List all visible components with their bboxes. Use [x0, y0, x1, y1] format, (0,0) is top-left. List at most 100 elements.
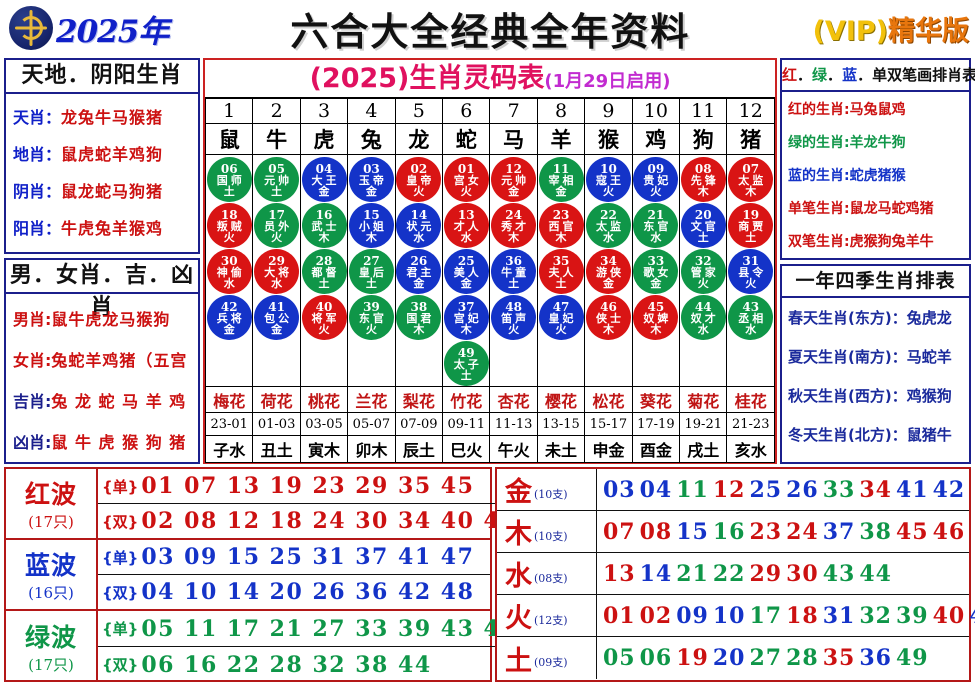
- number-ball-02[interactable]: 02 皇帝火: [396, 157, 442, 202]
- number-ball-07[interactable]: 07 太监木: [728, 157, 774, 202]
- number-ball-14[interactable]: 14 状元水: [396, 203, 442, 248]
- number-ball-44[interactable]: 44 奴才水: [680, 295, 726, 340]
- number-ball-31[interactable]: 31 县令火: [728, 249, 774, 294]
- zodiac-branch-8: 未土: [536, 435, 586, 463]
- ball-title: 国君: [406, 311, 435, 325]
- number-ball-23[interactable]: 23 西官木: [538, 203, 584, 248]
- wave-odd-numbers: 05 11 17 21 27 33 39 43 49: [141, 615, 518, 642]
- vip-badge-edition: 精华版: [888, 15, 969, 47]
- number-ball-32[interactable]: 32 管家火: [680, 249, 726, 294]
- wave-group-蓝波: 蓝波 (16只) {单} 03 09 15 25 31 37 41 47 {双} 04 1…: [6, 540, 490, 611]
- number-ball-05[interactable]: 05 元帅土: [254, 157, 300, 202]
- ball-number: 20: [694, 207, 712, 222]
- number-ball-21[interactable]: 21 东官水: [633, 203, 679, 248]
- season-row-2: 夏天生肖(南方)：马蛇羊: [788, 348, 952, 366]
- number-ball-19[interactable]: 19 商贾土: [728, 203, 774, 248]
- wave-rows: {单} 01 07 13 19 23 29 35 45 {双} 02 08 12 18…: [98, 469, 518, 538]
- ball-title: 西官: [548, 219, 577, 233]
- number-ball-35[interactable]: 35 夫人土: [538, 249, 584, 294]
- wave-odd-tag: {单}: [102, 548, 139, 567]
- number-ball-18[interactable]: 18 叛贼火: [206, 203, 252, 248]
- number-ball-43[interactable]: 43 丞相水: [728, 295, 774, 340]
- ball-number: 01: [457, 161, 475, 176]
- number-ball-33[interactable]: 33 歌女金: [633, 249, 679, 294]
- number-ball-41[interactable]: 41 包公金: [254, 295, 300, 340]
- ball-element: 火: [223, 230, 235, 244]
- zodiac-animal-1: 鼠: [204, 123, 254, 155]
- element-number-30: 30: [786, 560, 819, 587]
- number-ball-17[interactable]: 17 员外火: [254, 203, 300, 248]
- ball-title: 秀才: [501, 219, 530, 233]
- number-ball-25[interactable]: 25 美人金: [443, 249, 489, 294]
- wave-odd-tag: {单}: [102, 477, 139, 496]
- zodiac-branch-10: 酉金: [631, 435, 681, 463]
- zodiac-branch-1: 子水: [204, 435, 254, 463]
- number-ball-45[interactable]: 45 奴婢木: [633, 295, 679, 340]
- zodiac-hour-4: 05-07: [347, 412, 396, 436]
- ball-element: 土: [460, 368, 472, 382]
- number-ball-37[interactable]: 37 宫妃木: [443, 295, 489, 340]
- number-ball-42[interactable]: 42 兵将金: [206, 295, 252, 340]
- ball-title: 丞相: [738, 311, 767, 325]
- number-ball-04[interactable]: 04 大王金: [301, 157, 347, 202]
- ball-element: 水: [413, 230, 425, 244]
- number-ball-27[interactable]: 27 皇后土: [348, 249, 394, 294]
- zodiac-ball-column-3: 04 大王金 16 武士木 28 都督土 40 将军火: [299, 154, 349, 387]
- number-ball-09[interactable]: 09 贵妃火: [633, 157, 679, 202]
- element-number-25: 25: [749, 476, 783, 503]
- number-ball-15[interactable]: 15 小姐木: [348, 203, 394, 248]
- ball-element: 火: [413, 184, 425, 198]
- element-row-火: 火(12支)010209101718313239404748: [497, 595, 975, 637]
- ball-number: 07: [742, 161, 760, 176]
- number-ball-36[interactable]: 36 牛童土: [491, 249, 537, 294]
- number-ball-49[interactable]: 49 太子土: [443, 341, 489, 386]
- ball-element: 火: [365, 322, 377, 336]
- number-ball-12[interactable]: 12 元帅金: [491, 157, 537, 202]
- row-jixiao-value: 兔 龙 蛇 马 羊 鸡: [51, 391, 187, 411]
- zodiac-grid: 1 2 3 4 5 6 7 8 9 10 11 12 鼠牛虎兔龙蛇马羊猴鸡狗猪 06 国师土 18 叛贼火 3…: [204, 98, 775, 463]
- number-ball-01[interactable]: 01 宫女火: [443, 157, 489, 202]
- ball-stack: 10 寇王火 22 太监水 34 游侠金 46 侠士木: [585, 157, 631, 340]
- row-yinxiao-key: 阴肖：: [13, 181, 62, 201]
- ball-number: 46: [600, 299, 617, 314]
- zodiac-flower-11: 菊花: [679, 386, 728, 413]
- zodiac-hour-2: 01-03: [252, 412, 301, 436]
- element-row-金: 金 (10支) 03 04 11 12 25 26 33 34 41 42: [497, 469, 969, 511]
- wave-even-row: {双} 06 16 22 28 32 38 44: [98, 647, 517, 682]
- number-ball-03[interactable]: 03 玉帝金: [348, 157, 394, 202]
- number-ball-47[interactable]: 47 皇妃火: [538, 295, 584, 340]
- number-ball-13[interactable]: 13 才人水: [443, 203, 489, 248]
- ball-element: 土: [318, 276, 330, 290]
- number-ball-39[interactable]: 39 东官火: [348, 295, 394, 340]
- number-ball-06[interactable]: 06 国师土: [206, 157, 252, 202]
- zodiac-hour-9: 15-17: [584, 412, 633, 436]
- element-count: (12支): [534, 613, 568, 627]
- number-ball-10[interactable]: 10 寇王火: [585, 157, 631, 202]
- number-ball-40[interactable]: 40 将军火: [301, 295, 347, 340]
- zodiac-hour-1: 23-01: [204, 412, 254, 436]
- row-xiongxiao-value: 鼠 牛 虎 猴 狗 猪: [51, 432, 187, 452]
- zodiac-animal-7: 马: [489, 123, 538, 155]
- ball-title: 东官: [643, 219, 672, 233]
- number-ball-34[interactable]: 34 游侠金: [585, 249, 631, 294]
- number-ball-48[interactable]: 48 笛声火: [491, 295, 537, 340]
- zodiac-flower-3: 桃花: [299, 386, 349, 413]
- number-ball-26[interactable]: 26 君主金: [396, 249, 442, 294]
- number-ball-29[interactable]: 29 大将水: [254, 249, 300, 294]
- zodiac-animal-12: 猪: [726, 123, 775, 155]
- number-ball-46[interactable]: 46 侠士木: [585, 295, 631, 340]
- panel-stroke-color-zodiac: 红．绿．蓝．单双笔画排肖表 红的生肖:马兔鼠鸡 绿的生肖:羊龙牛狗 蓝的生肖:蛇虎猪…: [780, 58, 975, 260]
- ball-title: 宫女: [453, 173, 482, 187]
- number-ball-24[interactable]: 24 秀才木: [491, 203, 537, 248]
- wave-even-numbers: 04 10 14 20 26 36 42 48: [141, 579, 475, 605]
- zodiac-branch-12: 亥水: [726, 435, 775, 463]
- number-ball-08[interactable]: 08 先锋木: [680, 157, 726, 202]
- number-ball-11[interactable]: 11 宰相金: [538, 157, 584, 202]
- number-ball-22[interactable]: 22 太监水: [585, 203, 631, 248]
- number-ball-30[interactable]: 30 神偷水: [206, 249, 252, 294]
- number-ball-28[interactable]: 28 都督土: [301, 249, 347, 294]
- number-ball-20[interactable]: 20 文官土: [680, 203, 726, 248]
- number-ball-38[interactable]: 38 国君木: [396, 295, 442, 340]
- number-ball-16[interactable]: 16 武士木: [301, 203, 347, 248]
